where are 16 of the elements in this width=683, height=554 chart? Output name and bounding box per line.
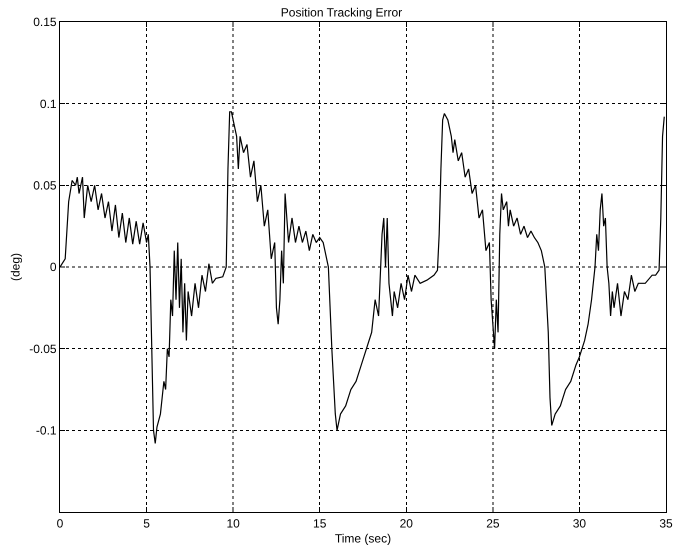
x-tick-label: 5: [143, 516, 150, 530]
y-axis-title: (deg): [8, 252, 23, 282]
x-tick-label: 35: [659, 516, 673, 530]
y-tick-label: -0.1: [36, 424, 57, 438]
x-tick-label: 20: [400, 516, 414, 530]
y-tick-label: 0: [50, 260, 57, 274]
x-tick-label: 10: [226, 516, 240, 530]
x-tick-label: 30: [572, 516, 586, 530]
x-axis-title: Time (sec): [334, 531, 392, 546]
y-tick-label: 0.05: [33, 178, 57, 193]
y-tick-label: 0.15: [33, 15, 57, 30]
chart-title: Position Tracking Error: [280, 6, 402, 20]
x-tick-label: 25: [486, 516, 500, 530]
y-tick-label: -0.05: [29, 342, 57, 356]
x-tick-label: 15: [313, 516, 327, 530]
y-tick-label: 0.1: [40, 96, 57, 111]
